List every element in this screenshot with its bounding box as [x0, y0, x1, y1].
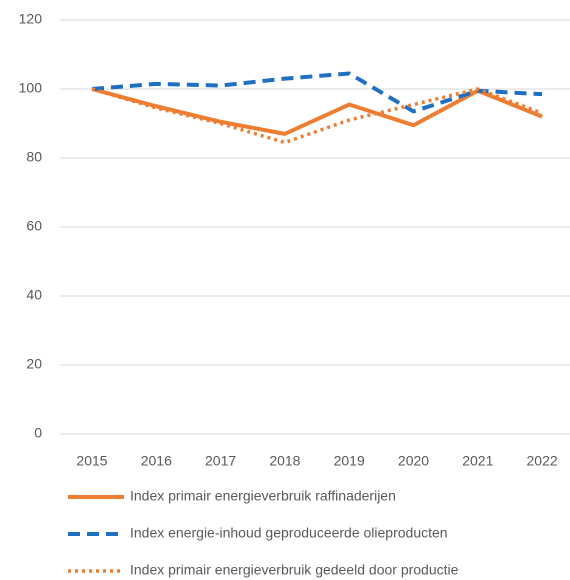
x-tick-label: 2018	[269, 453, 300, 469]
y-tick-label: 60	[26, 218, 42, 234]
x-tick-label: 2017	[205, 453, 236, 469]
legend-label: Index energie-inhoud geproduceerde oliep…	[130, 525, 448, 541]
series-line	[91, 71, 543, 114]
y-tick-label: 100	[19, 80, 43, 96]
x-tick-label: 2020	[398, 453, 429, 469]
y-tick-label: 120	[19, 11, 43, 27]
y-tick-label: 40	[26, 287, 42, 303]
x-tick-label: 2016	[141, 453, 172, 469]
x-tick-label: 2019	[334, 453, 365, 469]
x-tick-label: 2021	[462, 453, 493, 469]
legend-label: Index primair energieverbruik gedeeld do…	[130, 562, 459, 578]
series-line	[91, 87, 543, 145]
y-tick-label: 80	[26, 149, 42, 165]
legend-label: Index primair energieverbruik raffinader…	[130, 488, 396, 504]
x-tick-label: 2022	[527, 453, 558, 469]
y-tick-label: 20	[26, 356, 42, 372]
series-line	[91, 87, 543, 136]
y-tick-label: 0	[34, 425, 42, 441]
x-tick-label: 2015	[76, 453, 107, 469]
